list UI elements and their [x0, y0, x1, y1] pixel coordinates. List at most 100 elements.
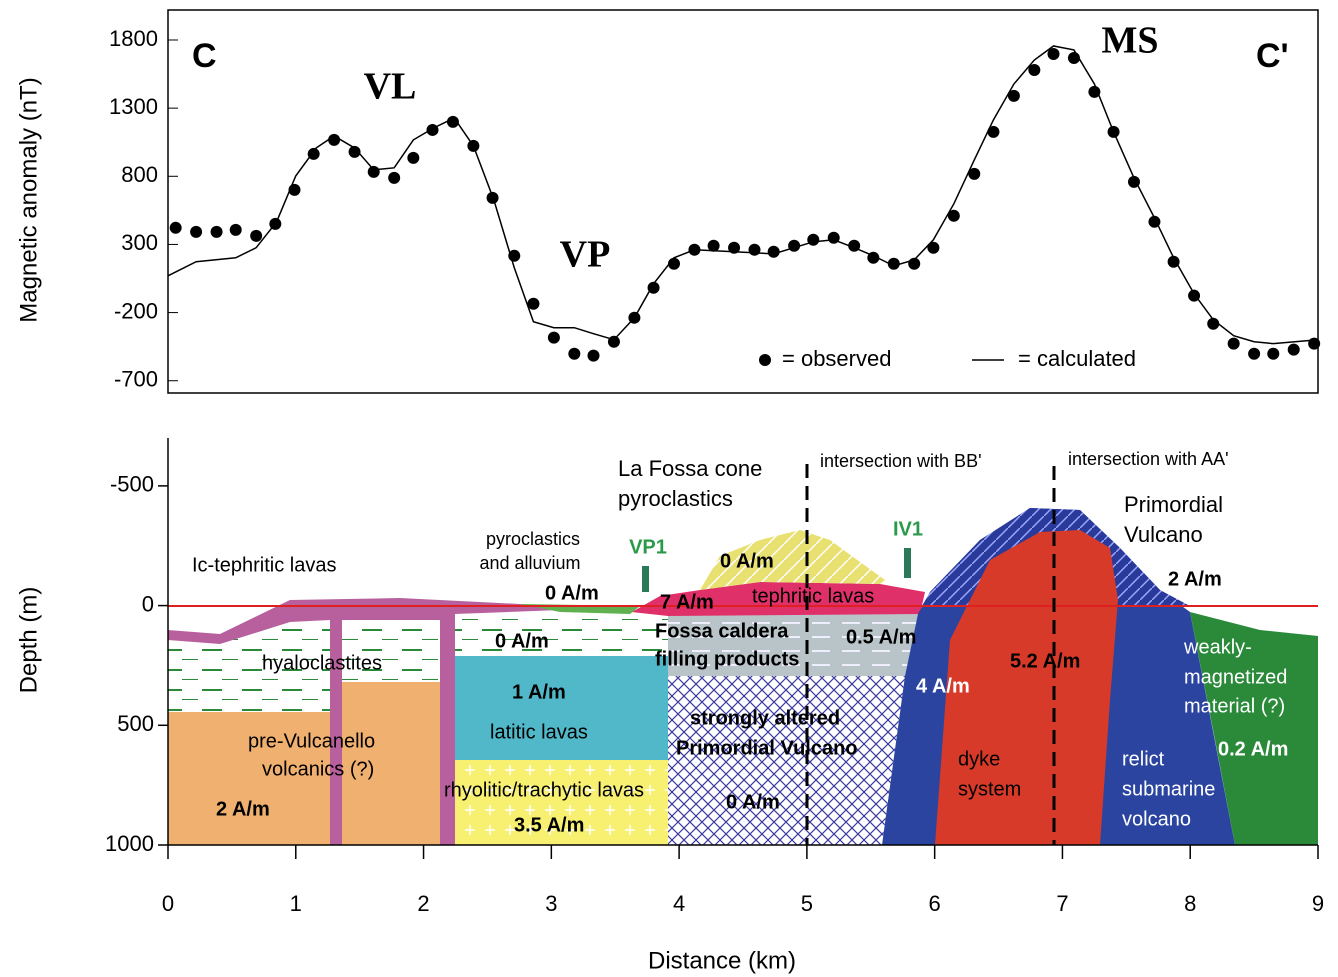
observed-point [748, 243, 761, 256]
observed-point [190, 225, 203, 238]
observed-point [527, 297, 540, 310]
observed-point [169, 221, 182, 234]
y-tick-label: 0 [142, 591, 154, 616]
unit-label: IV1 [893, 518, 923, 540]
observed-point [1227, 337, 1240, 350]
unit-label: intersection with AA' [1068, 449, 1229, 469]
observed-point [407, 151, 420, 164]
observed-point [568, 347, 581, 360]
caldera-fill [668, 612, 920, 676]
x-tick-label: 6 [929, 891, 941, 916]
y-tick-label: 800 [121, 162, 158, 187]
unit-label: pyroclastics [618, 486, 733, 511]
unit-label: Primordial Vulcano [676, 737, 858, 759]
unit-label: system [958, 778, 1021, 800]
unit-label: relict [1122, 748, 1165, 770]
observed-point [250, 229, 263, 242]
observed-point [728, 241, 741, 254]
x-tick-label: 9 [1312, 891, 1324, 916]
pre-vulcanello [342, 682, 440, 845]
x-tick-label: 2 [417, 891, 429, 916]
unit-label: 0 A/m [495, 630, 549, 652]
unit-label: pyroclastics [486, 529, 580, 549]
observed-point [1207, 317, 1220, 330]
unit-label: hyaloclastites [262, 652, 382, 674]
x-tick-label: 8 [1184, 891, 1196, 916]
unit-label: and alluvium [479, 553, 580, 573]
plot-frame [167, 9, 1319, 394]
unit-label: rhyolitic/trachytic lavas [444, 779, 644, 801]
y-tick-label: -700 [114, 367, 158, 392]
unit-label: intersection with BB' [820, 451, 982, 471]
geology [168, 464, 1318, 845]
x-tick-label: 1 [290, 891, 302, 916]
x-axis-label: Distance (km) [648, 947, 796, 974]
unit-label: Vulcano [1124, 522, 1203, 547]
observed-point [647, 281, 660, 294]
unit-label: Fossa caldera [655, 620, 789, 642]
observed-point [367, 165, 380, 178]
unit-label: submarine [1122, 778, 1215, 800]
observed-point [987, 125, 1000, 138]
observed-point [947, 209, 960, 222]
y-tick-label: -500 [110, 472, 154, 497]
observed-point [1167, 255, 1180, 268]
dyke-system [935, 530, 1118, 845]
observed-point [446, 115, 459, 128]
profile-label: C' [1256, 37, 1289, 75]
unit-label: 0 A/m [545, 582, 599, 604]
legend-symbol [759, 354, 771, 366]
observed-point [348, 145, 361, 158]
observed-point [1287, 343, 1300, 356]
unit-label: volcano [1122, 808, 1191, 830]
x-tick-label: 4 [673, 891, 685, 916]
altered-primordial [668, 676, 905, 845]
observed-point [1267, 347, 1280, 360]
observed-point [927, 241, 940, 254]
unit-label: 2 A/m [1168, 568, 1222, 590]
unit-label: 5.2 A/m [1010, 650, 1080, 672]
x-tick-label: 5 [801, 891, 813, 916]
unit-label: 0.5 A/m [846, 626, 916, 648]
unit-label: material (?) [1184, 695, 1285, 717]
observed-point [229, 223, 242, 236]
well-marker [642, 566, 649, 592]
pre-vulcanello [168, 712, 330, 845]
unit-label: 7 A/m [660, 591, 714, 613]
observed-point [388, 171, 401, 184]
observed-point [1248, 347, 1261, 360]
y-axis-label: Depth (m) [15, 587, 42, 694]
y-tick-label: -200 [114, 298, 158, 323]
unit-label: magnetized [1184, 666, 1287, 688]
profile-label: MS [1102, 20, 1159, 62]
unit-label: 4 A/m [916, 675, 970, 697]
unit-label: La Fossa cone [618, 456, 762, 481]
observed-point [707, 239, 720, 252]
profile-label: VL [364, 66, 417, 108]
tephritic-lavas [632, 582, 925, 616]
observed-point [767, 245, 780, 258]
y-axis-label: Magnetic anomaly (nT) [15, 77, 42, 322]
unit-label: pre-Vulcanello [248, 730, 375, 752]
observed-point [1028, 63, 1041, 76]
observed-point [1088, 85, 1101, 98]
unit-label: weakly- [1183, 636, 1252, 658]
unit-label: 0 A/m [726, 791, 780, 813]
unit-label: Primordial [1124, 492, 1223, 517]
x-tick-label: 0 [162, 891, 174, 916]
legend-label: = calculated [1018, 346, 1136, 371]
observed-point [607, 335, 620, 348]
x-tick-label: 3 [545, 891, 557, 916]
unit-label: dyke [958, 748, 1000, 770]
observed-point [210, 225, 223, 238]
observed-point [307, 147, 320, 160]
observed-point [547, 331, 560, 344]
well-marker [904, 548, 911, 578]
profile-label: VP [560, 234, 611, 276]
unit-label: 1 A/m [512, 681, 566, 703]
unit-label: filling products [655, 648, 799, 670]
unit-label: 0 A/m [720, 550, 774, 572]
observed-point [968, 167, 981, 180]
